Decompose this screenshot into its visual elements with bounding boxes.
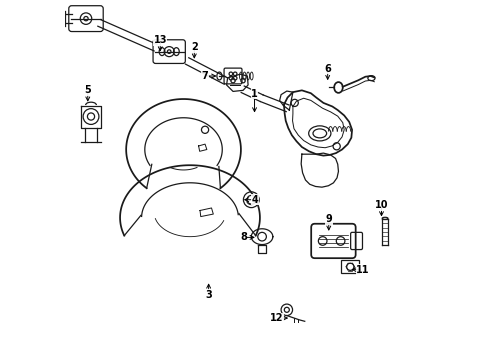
Text: 2: 2 [190,42,197,52]
Text: 12: 12 [269,313,283,323]
Text: 10: 10 [374,200,387,210]
Text: 7: 7 [201,71,208,81]
Text: 9: 9 [325,215,331,224]
Text: 5: 5 [84,85,91,95]
Text: 8: 8 [240,232,246,242]
Text: 1: 1 [251,89,257,99]
Text: 6: 6 [324,64,330,74]
Text: 4: 4 [251,195,258,205]
Bar [341,260,359,273]
Text: 11: 11 [355,265,369,275]
Text: 3: 3 [205,290,212,300]
Text: 13: 13 [153,35,166,45]
